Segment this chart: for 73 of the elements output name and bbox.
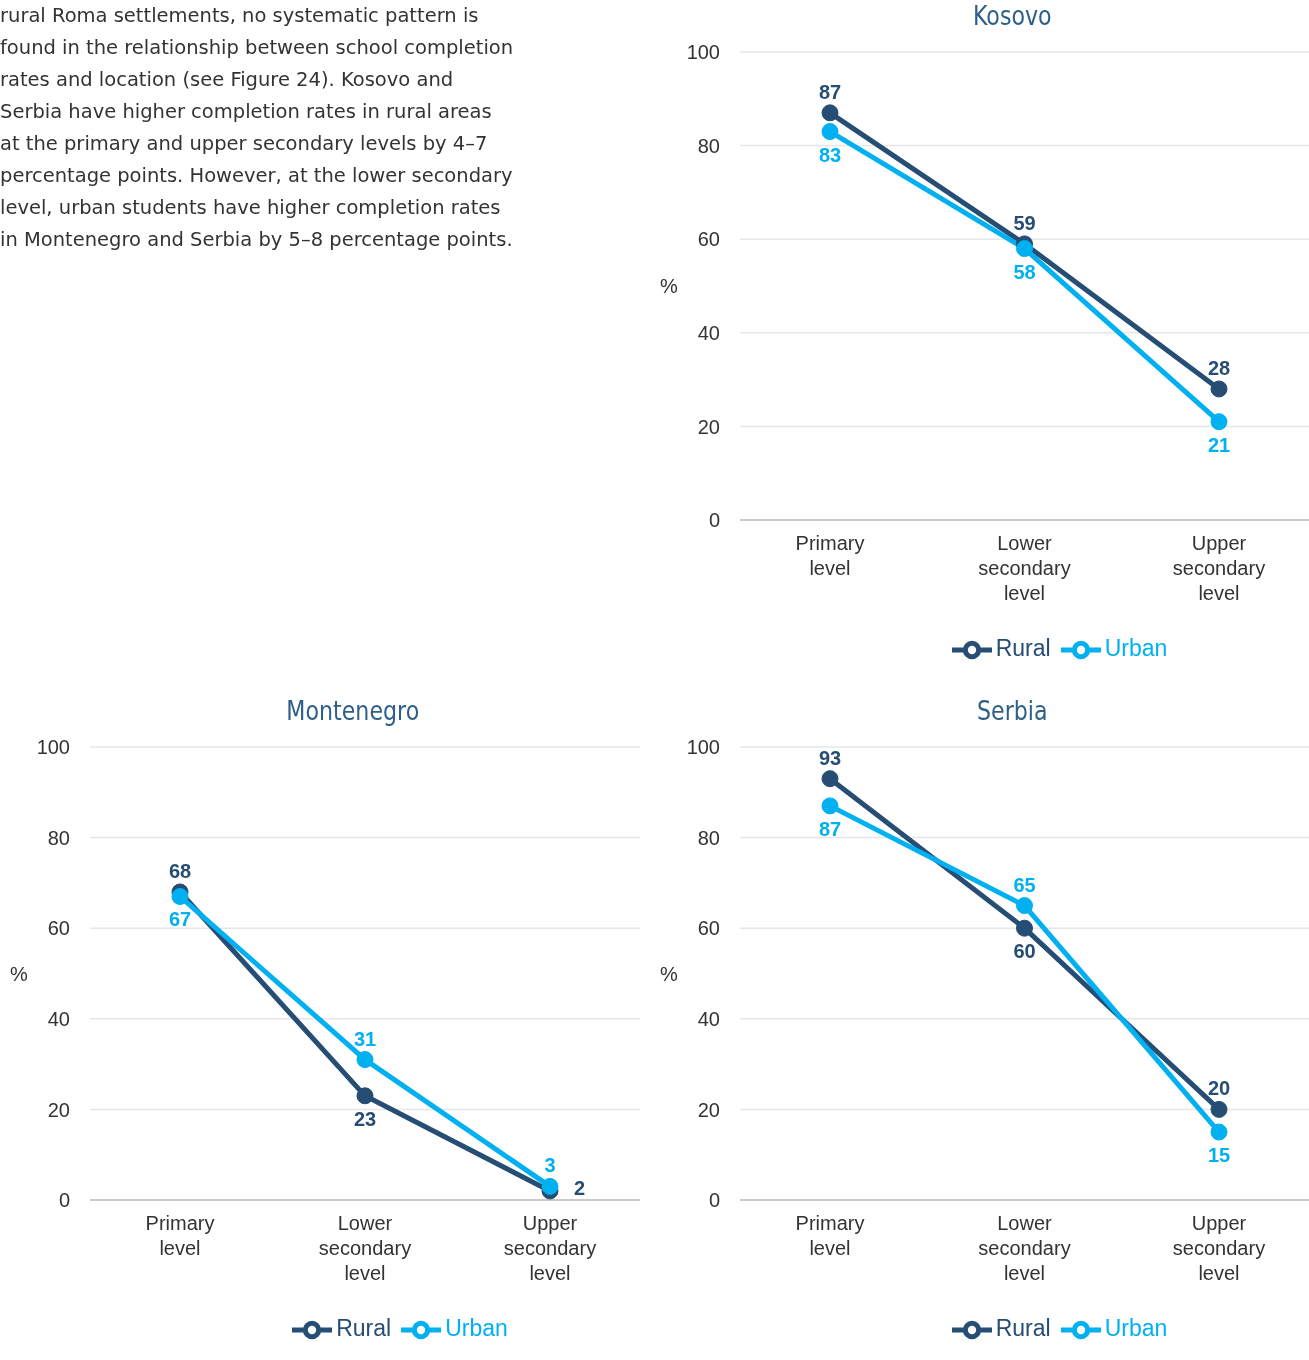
- y-tick-label: 20: [697, 415, 720, 438]
- point: [1016, 897, 1033, 915]
- y-tick-label: 0: [708, 509, 720, 532]
- y-tick-label: 20: [47, 1098, 70, 1121]
- legend-label: Rural: [336, 1315, 392, 1342]
- y-tick-label: 40: [697, 321, 720, 344]
- data-label: 15: [1207, 1144, 1231, 1167]
- x-tick-label: Lower secondary level: [318, 1212, 412, 1284]
- y-tick-label: 40: [47, 1007, 70, 1030]
- point: [1016, 919, 1033, 937]
- point: [171, 887, 189, 905]
- y-axis-title: %: [660, 275, 678, 298]
- data-label: 67: [168, 908, 192, 931]
- point: [356, 1051, 374, 1069]
- point: [821, 797, 839, 815]
- y-axis-title: %: [660, 962, 678, 985]
- data-label: 20: [1207, 1077, 1231, 1100]
- data-label: 87: [818, 80, 842, 103]
- data-label: 87: [818, 817, 842, 840]
- legend-label: Rural: [995, 635, 1051, 662]
- y-tick-label: 20: [697, 1098, 720, 1121]
- data-label: 31: [353, 1027, 377, 1050]
- y-tick-label: 60: [697, 917, 720, 940]
- x-tick-label: Upper secondary level: [1172, 1212, 1266, 1284]
- y-tick-label: 40: [697, 1007, 720, 1030]
- x-tick-label: Upper secondary level: [1172, 532, 1266, 604]
- y-tick-label: 100: [36, 736, 70, 759]
- x-tick-label: Lower secondary level: [978, 532, 1071, 604]
- data-label: 58: [1013, 260, 1036, 283]
- point: [821, 104, 839, 122]
- data-label: 21: [1207, 433, 1231, 456]
- x-tick-label: Primary level: [795, 1212, 865, 1259]
- y-tick-label: 80: [697, 826, 720, 849]
- x-tick-label: Primary level: [145, 1212, 215, 1259]
- text: rural Roma settlements, no systematic pattern is found in the relationship between school completion rates and location (see Figure 24). Kosovo and Serbia have higher completion rates in rural areas at the primary and upper secondary levels by 4–7 percentage points. However, at the lower secondary level, urban students have higher completion rates in Montenegro and Serbia by 5–8 percentage points.: [0, 3, 515, 253]
- point: [1210, 413, 1228, 431]
- legend-label: Urban: [445, 1315, 508, 1342]
- x-tick-label: Upper secondary level: [503, 1212, 597, 1284]
- data-label: 60: [1013, 940, 1036, 963]
- point: [356, 1087, 374, 1105]
- point: [1210, 1100, 1228, 1118]
- y-tick-label: 60: [697, 228, 720, 251]
- point: [541, 1177, 559, 1195]
- y-tick-label: 80: [47, 826, 70, 849]
- x-tick-label: Primary level: [795, 532, 865, 579]
- legend-label: Urban: [1104, 635, 1168, 662]
- data-label: 59: [1013, 211, 1036, 234]
- y-tick-label: 60: [47, 917, 70, 940]
- data-label: 65: [1013, 873, 1036, 896]
- y-tick-label: 80: [697, 134, 720, 157]
- y-axis-title: %: [10, 962, 28, 985]
- data-label: 23: [353, 1107, 377, 1130]
- chart-title: Montenegro: [285, 695, 421, 728]
- point: [1210, 1123, 1228, 1141]
- point: [821, 123, 839, 141]
- point: [1016, 240, 1033, 258]
- chart-title: Serbia: [976, 695, 1049, 728]
- data-label: 68: [168, 859, 192, 882]
- y-tick-label: 0: [708, 1189, 720, 1212]
- data-label: 83: [818, 143, 842, 166]
- y-tick-label: 100: [686, 736, 720, 759]
- y-tick-label: 0: [58, 1189, 70, 1212]
- legend-label: Urban: [1104, 1315, 1168, 1342]
- chart-title: Kosovo: [971, 0, 1053, 33]
- data-label: 3: [544, 1154, 556, 1177]
- data-label: 28: [1207, 356, 1231, 379]
- y-tick-label: 100: [686, 41, 720, 64]
- legend-label: Rural: [995, 1315, 1051, 1342]
- data-label: 2: [574, 1176, 586, 1199]
- point: [1210, 380, 1228, 398]
- x-tick-label: Lower secondary level: [978, 1212, 1071, 1284]
- data-label: 93: [818, 746, 842, 769]
- point: [821, 770, 839, 788]
